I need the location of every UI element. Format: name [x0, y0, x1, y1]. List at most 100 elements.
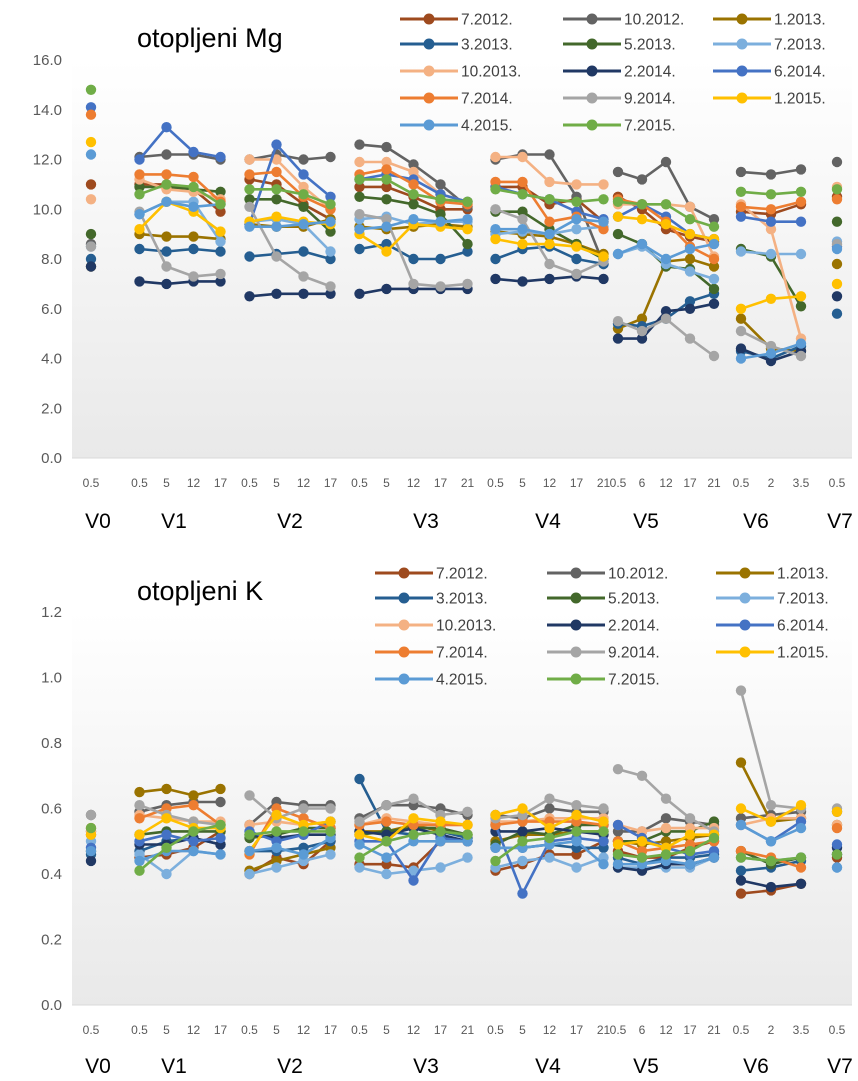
- legend-marker: [570, 592, 582, 604]
- data-point: [188, 171, 199, 183]
- legend-marker: [398, 619, 410, 631]
- group-label-v4: V4: [535, 1055, 561, 1078]
- data-point: [612, 859, 624, 870]
- group-label-v0: V0: [85, 1055, 111, 1078]
- data-point: [85, 228, 97, 240]
- data-point: [765, 836, 777, 847]
- data-point: [298, 219, 309, 230]
- x-tick-label: 5: [163, 476, 170, 490]
- y-tick-label: 0.6: [41, 801, 62, 818]
- data-point: [188, 826, 199, 837]
- data-point: [735, 343, 747, 354]
- data-point: [765, 248, 777, 260]
- data-point: [598, 194, 609, 205]
- data-point: [795, 350, 807, 362]
- legend-label: 7.2014.: [461, 91, 513, 108]
- data-point: [271, 251, 282, 262]
- x-tick-label: 0.5: [487, 476, 504, 490]
- data-point: [134, 224, 145, 235]
- legend-label: 3.2013.: [436, 591, 488, 608]
- data-point: [381, 868, 392, 880]
- series-line: [249, 853, 331, 876]
- x-tick-label: 5: [383, 1023, 390, 1037]
- data-point: [571, 862, 582, 873]
- legend-item-4-2015: 4.2015.: [375, 672, 488, 689]
- data-point: [795, 196, 807, 207]
- data-point: [612, 211, 624, 222]
- data-point: [462, 224, 473, 235]
- data-point: [408, 813, 419, 824]
- data-point: [612, 333, 624, 344]
- data-point: [215, 206, 226, 217]
- data-point: [795, 800, 807, 811]
- data-point: [831, 291, 843, 302]
- data-point: [795, 186, 807, 197]
- data-point: [381, 141, 392, 153]
- data-point: [831, 216, 843, 227]
- legend-label: 9.2014.: [624, 91, 676, 108]
- data-point: [271, 862, 282, 873]
- data-point: [381, 800, 392, 811]
- legend-label: 2.2014.: [608, 618, 660, 635]
- series-line: [139, 813, 221, 823]
- legend-item-7-2012: 7.2012.: [375, 566, 488, 583]
- x-tick-label: 5: [519, 1023, 526, 1037]
- data-point: [161, 169, 172, 180]
- data-point: [708, 253, 720, 265]
- data-point: [271, 221, 282, 232]
- legend-marker: [423, 38, 435, 50]
- data-point: [490, 842, 501, 853]
- data-point: [795, 878, 807, 889]
- x-tick-label: 12: [543, 476, 557, 490]
- x-tick-label: 17: [683, 1023, 697, 1037]
- y-tick-label: 1.2: [41, 604, 62, 621]
- data-point: [544, 803, 555, 814]
- data-point: [684, 266, 696, 277]
- x-tick-label: 5: [519, 476, 526, 490]
- data-point: [490, 273, 501, 285]
- x-tick-label: 0.5: [610, 1023, 627, 1037]
- legend-marker: [398, 567, 410, 579]
- legend-marker: [570, 673, 582, 685]
- data-point: [244, 194, 255, 205]
- data-point: [735, 852, 747, 863]
- x-tick-label: 0.5: [241, 476, 258, 490]
- legend-marker: [739, 567, 751, 579]
- data-point: [85, 84, 97, 96]
- group-label-v3: V3: [413, 1055, 439, 1078]
- x-tick-label: 3.5: [793, 476, 810, 490]
- series-line: [139, 800, 221, 814]
- group-label-v6: V6: [743, 510, 769, 533]
- data-point: [188, 181, 199, 193]
- x-tick-label: 0.5: [610, 476, 627, 490]
- data-point: [831, 822, 843, 834]
- x-tick-label: 12: [297, 1023, 311, 1037]
- data-point: [765, 355, 777, 367]
- data-point: [795, 216, 807, 227]
- data-point: [354, 209, 365, 220]
- data-point: [462, 852, 473, 863]
- data-point: [598, 836, 609, 847]
- data-point: [684, 253, 696, 265]
- data-point: [462, 278, 473, 290]
- data-point: [298, 849, 309, 860]
- data-point: [325, 191, 336, 202]
- data-point: [381, 283, 392, 295]
- legend-label: 5.2013.: [624, 37, 676, 54]
- data-point: [598, 803, 609, 814]
- data-point: [660, 849, 672, 860]
- data-point: [298, 201, 309, 212]
- plot-area: [72, 60, 852, 458]
- data-point: [354, 816, 365, 827]
- x-tick-label: 17: [214, 476, 228, 490]
- data-point: [636, 199, 648, 210]
- data-point: [660, 253, 672, 265]
- data-point: [325, 226, 336, 237]
- data-point: [161, 278, 172, 290]
- x-tick-label: 0.5: [733, 476, 750, 490]
- group-label-v2: V2: [277, 510, 303, 533]
- data-point: [462, 829, 473, 840]
- x-tick-label: 0.5: [131, 1023, 148, 1037]
- data-point: [161, 868, 172, 880]
- data-point: [660, 313, 672, 324]
